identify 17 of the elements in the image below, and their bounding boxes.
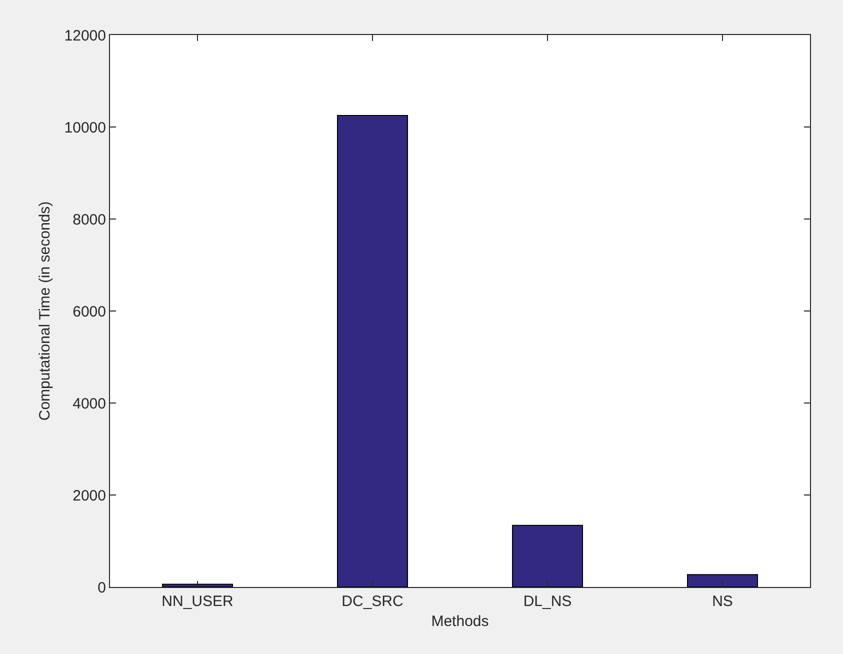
bar [337, 115, 408, 587]
bar [512, 524, 583, 587]
y-axis-title: Computational Time (in seconds) [36, 201, 54, 421]
x-tick-label: NN_USER [162, 593, 234, 610]
x-tick-label: DC_SRC [342, 593, 404, 610]
y-tick-label: 6000 [72, 303, 106, 320]
x-axis-title: Methods [431, 613, 489, 630]
bar [687, 574, 758, 587]
x-tick-label: DL_NS [523, 593, 572, 610]
bar [162, 584, 233, 587]
y-tick-label: 12000 [64, 27, 106, 44]
y-tick-label: 4000 [72, 395, 106, 412]
y-tick-label: 10000 [64, 119, 106, 136]
y-tick-label: 2000 [72, 487, 106, 504]
x-tick-label: NS [712, 593, 733, 610]
y-tick-label: 0 [98, 579, 106, 596]
y-tick-label: 8000 [72, 211, 106, 228]
